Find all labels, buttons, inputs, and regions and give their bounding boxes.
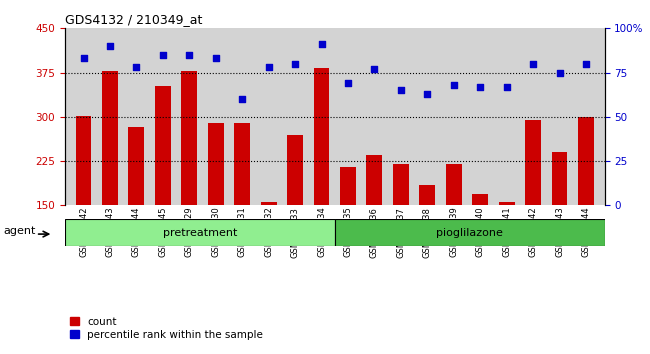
Bar — [129, 127, 144, 294]
Bar — [287, 135, 303, 294]
Point — [422, 91, 432, 97]
Text: agent: agent — [3, 227, 36, 236]
Point — [448, 82, 459, 88]
Legend: count, percentile rank within the sample: count, percentile rank within the sample — [70, 317, 263, 340]
Point — [263, 64, 274, 70]
Point — [317, 41, 327, 47]
Bar — [419, 185, 436, 294]
Point — [554, 70, 565, 75]
Point — [501, 84, 512, 90]
Bar — [552, 152, 567, 294]
Bar — [181, 71, 197, 294]
Point — [343, 80, 353, 86]
Point — [78, 56, 88, 61]
Bar — [473, 194, 488, 294]
FancyBboxPatch shape — [65, 219, 335, 246]
Point — [237, 96, 248, 102]
Bar — [234, 123, 250, 294]
Bar — [525, 120, 541, 294]
Bar — [367, 155, 382, 294]
Point — [184, 52, 194, 58]
Point — [290, 61, 300, 67]
Point — [475, 84, 486, 90]
Bar — [208, 123, 224, 294]
Point — [105, 43, 115, 49]
Point — [396, 87, 406, 93]
Bar — [75, 116, 92, 294]
Text: pretreatment: pretreatment — [162, 228, 237, 238]
Bar — [102, 71, 118, 294]
Bar — [313, 68, 330, 294]
Bar — [155, 86, 171, 294]
Point — [131, 64, 142, 70]
Point — [211, 56, 221, 61]
Bar — [393, 164, 409, 294]
Point — [528, 61, 538, 67]
Point — [581, 61, 592, 67]
Bar — [578, 117, 594, 294]
Point — [369, 66, 380, 72]
Point — [158, 52, 168, 58]
FancyBboxPatch shape — [335, 219, 604, 246]
Bar — [499, 202, 515, 294]
Bar — [261, 202, 276, 294]
Text: GDS4132 / 210349_at: GDS4132 / 210349_at — [65, 13, 202, 26]
Bar — [446, 164, 462, 294]
Text: pioglilazone: pioglilazone — [436, 228, 503, 238]
Bar — [340, 167, 356, 294]
